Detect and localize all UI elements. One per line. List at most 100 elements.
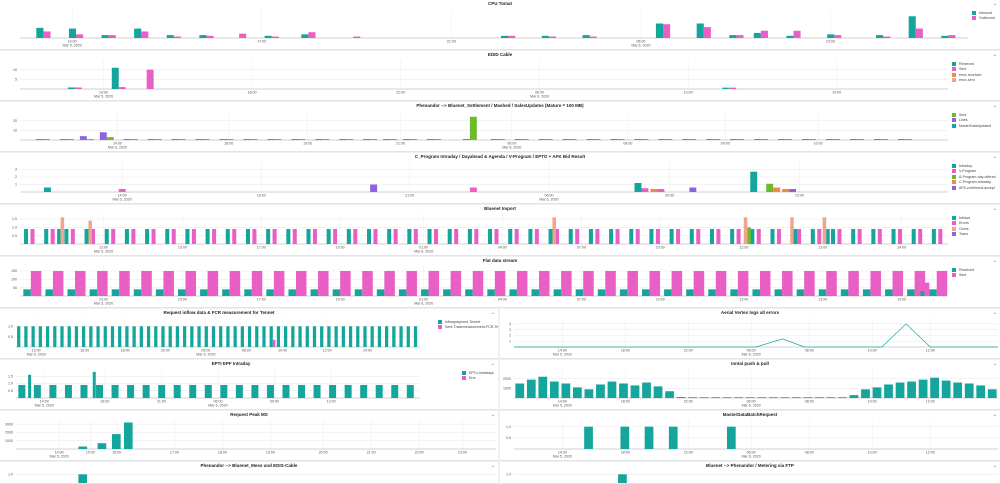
bar[interactable] — [74, 87, 82, 89]
bar[interactable] — [125, 326, 129, 347]
bar[interactable] — [239, 33, 247, 38]
bar[interactable] — [676, 229, 681, 244]
bar[interactable] — [168, 326, 172, 347]
bar[interactable] — [768, 397, 778, 398]
bar[interactable] — [709, 229, 714, 244]
bar[interactable] — [711, 397, 721, 398]
legend-item[interactable]: error-received — [952, 72, 981, 78]
bar[interactable] — [178, 139, 186, 140]
bar[interactable] — [528, 229, 533, 244]
bar[interactable] — [320, 326, 324, 347]
bar[interactable] — [326, 229, 331, 244]
bar[interactable] — [665, 391, 674, 398]
bar[interactable] — [334, 326, 338, 347]
bar[interactable] — [734, 397, 744, 398]
bar[interactable] — [30, 271, 42, 296]
bar[interactable] — [948, 35, 956, 38]
bar[interactable] — [332, 289, 341, 296]
bar[interactable] — [363, 326, 367, 347]
bar[interactable] — [406, 271, 417, 296]
panel-menu-chevron-icon[interactable]: ⌄ — [992, 463, 997, 469]
bar[interactable] — [883, 36, 891, 38]
bar[interactable] — [124, 229, 129, 244]
bar[interactable] — [918, 229, 923, 244]
bar[interactable] — [229, 271, 241, 296]
bar[interactable] — [757, 397, 767, 398]
bar[interactable] — [826, 139, 834, 140]
legend-item[interactable]: Inbound — [972, 10, 995, 16]
bar[interactable] — [195, 139, 203, 140]
bar[interactable] — [538, 139, 546, 140]
bar[interactable] — [291, 326, 295, 347]
bar[interactable] — [111, 229, 116, 244]
bar[interactable] — [273, 271, 285, 296]
bar[interactable] — [487, 289, 495, 296]
legend-item[interactable]: Overs — [952, 226, 970, 232]
bar[interactable] — [774, 289, 783, 296]
panel-menu-chevron-icon[interactable]: ⌄ — [490, 361, 495, 367]
bar[interactable] — [658, 139, 666, 140]
bar[interactable] — [548, 229, 553, 244]
legend-item[interactable]: Errors — [952, 221, 970, 227]
bar[interactable] — [291, 139, 299, 140]
bar[interactable] — [155, 289, 164, 296]
bar[interactable] — [200, 289, 208, 296]
panel-menu-chevron-icon[interactable]: ⌄ — [992, 154, 997, 160]
bar[interactable] — [826, 229, 830, 244]
bar[interactable] — [251, 271, 263, 296]
bar[interactable] — [849, 395, 859, 398]
bar[interactable] — [362, 271, 373, 296]
legend-item[interactable]: Sent — [952, 67, 981, 73]
bar[interactable] — [64, 229, 69, 244]
bar[interactable] — [650, 189, 658, 192]
bar[interactable] — [804, 271, 815, 296]
bar[interactable] — [146, 69, 154, 89]
bar[interactable] — [112, 434, 121, 449]
bar[interactable] — [226, 139, 234, 140]
panel-menu-chevron-icon[interactable]: ⌄ — [490, 463, 495, 469]
legend-item[interactable]: Inflows — [952, 215, 970, 221]
bar[interactable] — [976, 385, 986, 398]
bar[interactable] — [848, 271, 859, 296]
bar[interactable] — [96, 326, 100, 347]
bar[interactable] — [266, 289, 274, 296]
bar[interactable] — [353, 229, 358, 244]
bar[interactable] — [689, 139, 697, 140]
bar[interactable] — [390, 139, 398, 140]
bar[interactable] — [161, 326, 165, 347]
bar[interactable] — [406, 326, 410, 347]
bar[interactable] — [233, 326, 237, 347]
bar[interactable] — [76, 34, 84, 38]
bar[interactable] — [177, 289, 186, 296]
bar[interactable] — [555, 229, 560, 244]
bar[interactable] — [620, 426, 630, 449]
bar[interactable] — [413, 326, 418, 347]
bar[interactable] — [45, 289, 53, 296]
bar[interactable] — [907, 381, 916, 398]
bar[interactable] — [74, 326, 79, 347]
bar[interactable] — [586, 139, 594, 140]
bar[interactable] — [346, 139, 354, 140]
bar[interactable] — [754, 139, 762, 140]
bar[interactable] — [514, 229, 519, 244]
bar[interactable] — [50, 229, 55, 244]
bar[interactable] — [521, 139, 529, 140]
bar[interactable] — [124, 422, 133, 449]
bar[interactable] — [267, 139, 275, 140]
bar[interactable] — [676, 397, 686, 398]
bar[interactable] — [89, 289, 98, 296]
bar[interactable] — [573, 387, 582, 398]
bar[interactable] — [552, 217, 556, 244]
bar[interactable] — [665, 139, 673, 140]
bar[interactable] — [726, 426, 736, 449]
bar[interactable] — [301, 34, 309, 38]
bar[interactable] — [715, 271, 727, 296]
bar[interactable] — [851, 229, 856, 244]
bar[interactable] — [753, 32, 761, 38]
bar[interactable] — [630, 385, 640, 398]
bar[interactable] — [197, 326, 201, 347]
bar[interactable] — [664, 289, 672, 296]
bar[interactable] — [111, 289, 120, 296]
bar[interactable] — [826, 271, 837, 296]
bar[interactable] — [872, 387, 882, 398]
